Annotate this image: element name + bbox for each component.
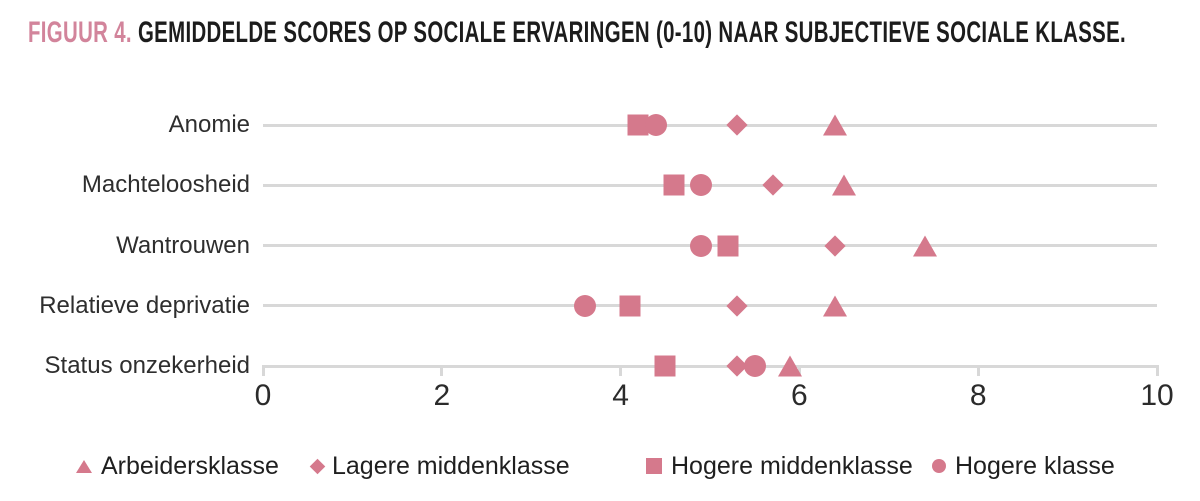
marker-diamond [761, 174, 784, 196]
row-label-anomie: Anomie [168, 111, 250, 138]
axis-tick-label: 8 [969, 379, 987, 412]
legend-label: Lagere middenklasse [332, 451, 570, 480]
figure-number: FIGUUR 4. [28, 16, 132, 49]
legend-marker-diamond-icon [309, 458, 326, 474]
marker-square [619, 295, 641, 317]
legend-marker-circle-icon [932, 459, 946, 473]
legend-item-triangle: Arbeidersklasse [76, 447, 279, 485]
row-label-relatieve-deprivatie: Relatieve deprivatie [39, 291, 250, 319]
legend-label: Hogere klasse [955, 451, 1115, 480]
marker-circle [645, 114, 668, 136]
axis-tick-label: 4 [612, 379, 629, 412]
row-label-status-onzekerheid: Status onzekerheid [44, 352, 250, 379]
axis-tick [976, 364, 980, 376]
row-label-machteloosheid: Machteloosheid [81, 171, 250, 199]
marker-circle [573, 294, 596, 317]
marker-triangle [823, 114, 848, 136]
marker-triangle [912, 235, 937, 256]
marker-triangle [778, 355, 803, 377]
legend-marker-square-icon [646, 458, 662, 474]
marker-circle [743, 355, 766, 377]
marker-square [717, 235, 739, 256]
chart-legend: Arbeidersklasse Lagere middenklasse Hogere… [0, 447, 1200, 485]
legend-item-circle: Hogere klasse [932, 447, 1115, 485]
marker-diamond [824, 234, 846, 257]
legend-label: Hogere middenklasse [671, 451, 913, 480]
axis-tick [261, 364, 265, 376]
marker-diamond [726, 295, 748, 317]
marker-square [663, 174, 685, 196]
axis-tick-label: 10 [1140, 379, 1174, 412]
legend-marker-triangle-icon [76, 459, 92, 473]
figure-title: FIGUUR 4. GEMIDDELDE SCORES OP SOCIALE E… [28, 17, 1126, 49]
axis-tick [1155, 364, 1159, 376]
marker-triangle [823, 295, 848, 317]
axis-tick-label: 6 [791, 379, 808, 412]
legend-label: Arbeidersklasse [101, 451, 279, 480]
marker-square [654, 355, 676, 377]
marker-circle [690, 174, 713, 197]
marker-diamond [726, 114, 748, 136]
axis-tick-label: 0 [254, 379, 272, 412]
marker-circle [690, 234, 713, 257]
row-line [263, 364, 1157, 368]
figure-title-text: GEMIDDELDE SCORES OP SOCIALE ERVARINGEN … [137, 16, 1127, 49]
legend-item-diamond: Lagere middenklasse [309, 447, 570, 485]
marker-triangle [832, 174, 857, 196]
row-line [263, 304, 1157, 308]
legend-item-square: Hogere middenklasse [646, 447, 913, 485]
row-line [263, 123, 1157, 127]
row-label-wantrouwen: Wantrouwen [116, 231, 250, 259]
axis-tick [440, 364, 444, 376]
marker-square [627, 114, 649, 136]
axis-tick-label: 2 [433, 379, 451, 412]
axis-tick [619, 364, 623, 376]
